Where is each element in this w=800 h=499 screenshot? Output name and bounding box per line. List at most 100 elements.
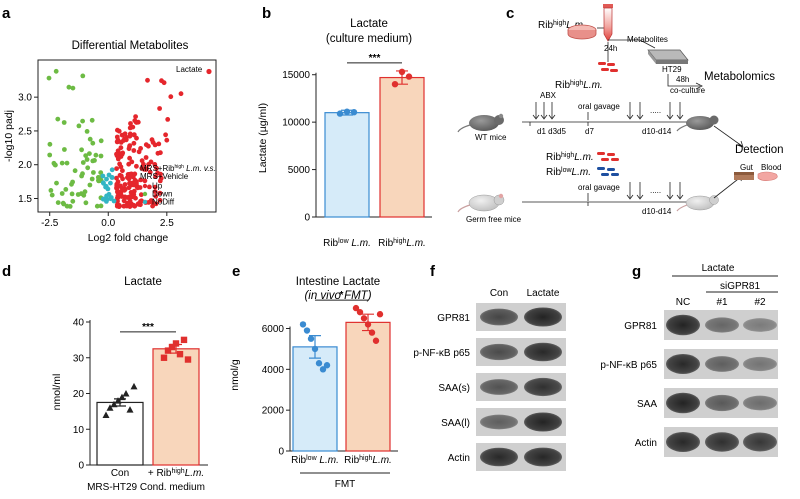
- d-point-0-7: [130, 382, 138, 390]
- e-y-tick-label-3: 6000: [262, 324, 285, 335]
- panel-g-western-blot: g Lactate siGPR81 NC #1 #2 GPR81 p-NF-κB …: [600, 263, 778, 457]
- a-point-72: [141, 166, 147, 172]
- a-point-228: [94, 203, 100, 209]
- a-point-79: [131, 140, 137, 146]
- a-point-13: [157, 197, 163, 203]
- a-point-144: [135, 185, 141, 191]
- panel-a-x-ticks: -2.5 0.0 2.5: [41, 212, 174, 229]
- a-point-166: [126, 161, 132, 167]
- a-point-208: [80, 160, 86, 165]
- a-point-253: [80, 118, 85, 124]
- panel-e-title: Intestine Lactate: [296, 276, 380, 288]
- a-point-116: [127, 171, 133, 177]
- panel-b-category-1: Riblow L.m.: [323, 238, 371, 250]
- g-band-3-0: [666, 432, 700, 452]
- a-x-tick-label-0: -2.5: [41, 218, 59, 229]
- g-row-label-0: GPR81: [624, 321, 657, 332]
- metabolomics-label: Metabolomics: [704, 71, 775, 83]
- e-point-1-3: [364, 321, 372, 328]
- a-point-207: [98, 153, 104, 159]
- e-y-tick-label-2: 4000: [262, 365, 285, 376]
- a-point-182: [159, 78, 164, 84]
- a-point-225: [90, 158, 96, 164]
- a-point-193: [59, 191, 65, 196]
- a-point-158: [118, 173, 124, 179]
- panel-d-plot-area: 0 10 20 30 40 ***: [73, 318, 208, 472]
- b-sig-label: ***: [369, 53, 381, 64]
- a-point-188: [87, 151, 92, 157]
- germ-free-mouse-icon: [457, 193, 505, 213]
- panel-a-label: a: [2, 5, 11, 22]
- g-band-3-2: [743, 432, 777, 452]
- a-point-95: [152, 162, 158, 167]
- a-point-139: [122, 187, 127, 193]
- a-point-49: [134, 179, 139, 185]
- rib-high-label-lower: RibhighL.m.: [546, 152, 594, 164]
- a-point-138: [158, 171, 163, 177]
- a-point-148: [127, 144, 132, 149]
- legend-label-down: Down: [152, 190, 172, 199]
- panel-a-y-axis-label: -log10 padj: [3, 110, 15, 162]
- d7-label: d7: [585, 127, 594, 136]
- g-band-2-0: [666, 392, 700, 414]
- a-point-191: [84, 157, 90, 162]
- a-point-251: [80, 73, 86, 79]
- wt-mice-label: WT mice: [475, 133, 507, 142]
- d-y-tick-label-3: 30: [73, 353, 85, 364]
- a-point-131: [134, 135, 139, 141]
- d-point-0-2: [110, 400, 118, 408]
- e-point-0-4: [315, 360, 323, 367]
- panel-b-subtitle: (culture medium): [326, 33, 412, 45]
- panel-e-label: e: [232, 263, 240, 280]
- a-point-83: [154, 165, 159, 171]
- a-point-177: [168, 94, 174, 100]
- a-point-211: [49, 192, 55, 198]
- b-point-0-2: [350, 108, 358, 116]
- a-point-lactate: [206, 68, 212, 75]
- b-y-tick-label-3: 15000: [282, 70, 310, 81]
- a-point-184: [131, 132, 137, 138]
- panel-a-y-ticks: 1.5 2.0 2.5 3.0: [18, 93, 38, 205]
- panel-b-category-2: RibhighL.m.: [378, 238, 426, 250]
- a-y-tick-label-0: 1.5: [18, 194, 32, 205]
- gut-tissue-icon: [734, 172, 754, 180]
- a-point-238: [98, 170, 104, 176]
- a-point-244: [70, 85, 76, 91]
- a-point-275: [100, 180, 106, 186]
- blot-g-column-2: #2: [754, 297, 766, 308]
- f-row-label-0: GPR81: [437, 313, 470, 324]
- panel-a-title: Differential Metabolites: [72, 40, 189, 52]
- panel-a-volcano-plot: a Differential Metabolites -2.5 0.0 2.5 1.…: [2, 5, 217, 244]
- panel-d-y-axis-label: nmol/ml: [51, 374, 63, 411]
- b-point-0-0: [336, 110, 344, 117]
- e-point-0-0: [299, 321, 307, 328]
- a-point-198: [59, 160, 65, 166]
- f-band-3-1: [524, 412, 562, 432]
- panel-f-label: f: [430, 263, 436, 280]
- a-point-167: [158, 150, 163, 156]
- a-point-223: [69, 191, 75, 197]
- a-point-154: [147, 169, 153, 175]
- blot-f-column-lactate: Lactate: [527, 288, 560, 299]
- a-point-220: [83, 200, 89, 206]
- a-point-11: [156, 141, 162, 147]
- blot-f-column-con: Con: [490, 288, 508, 299]
- b-point-1-1: [398, 68, 406, 76]
- a-point-274: [103, 183, 109, 189]
- d-y-tick-label-1: 10: [73, 425, 85, 436]
- a-point-242: [64, 203, 70, 209]
- b-bar-1: [379, 76, 425, 218]
- d-sig-label: ***: [142, 322, 154, 333]
- a-point-117: [153, 201, 159, 207]
- d-bar-0: [96, 401, 144, 466]
- abx-label: ABX: [540, 91, 557, 100]
- b-y-tick-label-0: 0: [304, 213, 310, 224]
- a-point-175: [145, 77, 150, 83]
- a-point-169: [149, 137, 155, 143]
- blot-g-rows: GPR81 p-NF-κB p65 SAA Actin: [600, 310, 778, 457]
- germ-free-mice-label: Germ free mice: [466, 215, 522, 224]
- f-band-1-1: [524, 342, 562, 362]
- a-point-77: [114, 166, 119, 172]
- g-band-1-1: [705, 356, 739, 372]
- a-point-232: [87, 136, 93, 142]
